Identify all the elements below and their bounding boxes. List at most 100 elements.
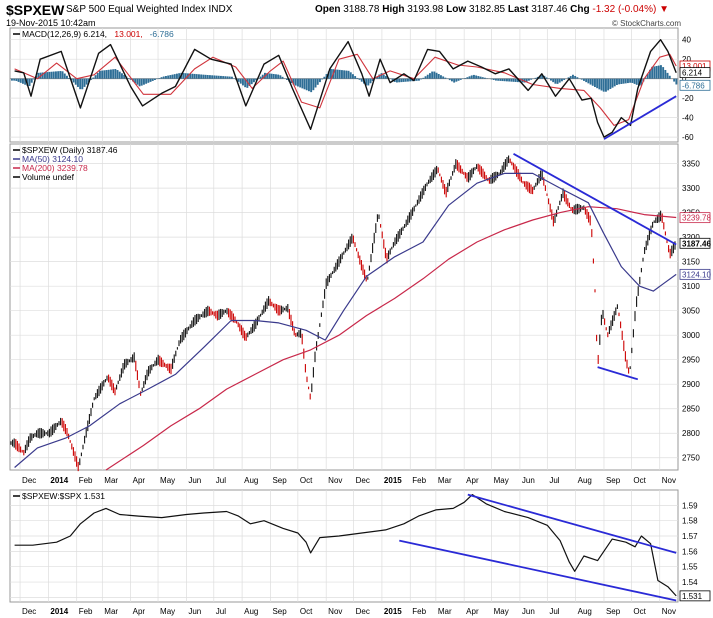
- price-legend-item-3: MA(200) 3239.78: [22, 163, 88, 173]
- macd-histogram-bar: [380, 73, 383, 79]
- macd-histogram-bar: [226, 76, 229, 79]
- macd-histogram-bar: [44, 72, 46, 79]
- macd-histogram-bar: [451, 78, 453, 82]
- macd-histogram-bar: [147, 78, 150, 83]
- macd-histogram-bar: [347, 70, 350, 79]
- macd-histogram-bar: [171, 74, 174, 79]
- macd-histogram-bar: [290, 78, 293, 84]
- macd-histogram-bar: [330, 68, 332, 79]
- symbol-title: $SPXEW: [6, 2, 65, 18]
- symbol-description: S&P 500 Equal Weighted Index INDX: [66, 4, 233, 15]
- macd-histogram-bar: [303, 78, 306, 90]
- macd-histogram-bar: [110, 69, 112, 79]
- macd-histogram-bar: [248, 78, 251, 86]
- macd-histogram-bar: [215, 75, 218, 79]
- macd-histogram-bar: [270, 73, 273, 79]
- macd-histogram-bar: [594, 78, 596, 87]
- macd-histogram-bar: [321, 78, 324, 80]
- price-value-tag-box: [679, 268, 711, 280]
- macd-histogram-bar: [550, 78, 552, 81]
- ratio-value-tag-box: [679, 590, 711, 602]
- macd-histogram-bar: [629, 78, 632, 83]
- macd-histogram-bar: [173, 74, 176, 79]
- macd-histogram-bar: [22, 78, 24, 84]
- ratio-y-tick-label: 1.56: [682, 547, 698, 556]
- macd-histogram-bar: [497, 78, 500, 81]
- macd-histogram-bar: [92, 77, 95, 79]
- macd-histogram-bar: [239, 78, 242, 84]
- macd-histogram-bar: [607, 78, 610, 91]
- macd-histogram-bar: [358, 78, 361, 80]
- ratio-value-tag-1: 1.531: [682, 592, 703, 601]
- macd-histogram-bar: [292, 78, 295, 85]
- x-axis-label-lower: Dec: [22, 607, 36, 616]
- x-axis-label-upper: Apr: [133, 476, 146, 485]
- macd-histogram-bar: [310, 78, 313, 93]
- ratio-y-tick-label: 1.54: [682, 578, 698, 587]
- macd-histogram-bar: [237, 78, 240, 82]
- macd-histogram-bar: [57, 71, 60, 79]
- macd-histogram-bar: [275, 74, 277, 79]
- price-y-tick-label: 2900: [682, 380, 700, 389]
- macd-histogram-bar: [624, 78, 627, 84]
- macd-histogram-bar: [666, 72, 669, 79]
- macd-histogram-bar: [433, 71, 436, 79]
- macd-histogram-bar: [184, 73, 187, 79]
- x-axis-label-upper: Nov: [328, 476, 342, 485]
- x-axis-label-upper: Aug: [578, 476, 592, 485]
- macd-value-tag-1: 13.001: [682, 62, 707, 71]
- macd-histogram-bar: [323, 76, 326, 79]
- macd-histogram-bar: [140, 78, 143, 86]
- macd-histogram-bar: [475, 75, 478, 79]
- x-axis-label-lower: Mar: [104, 607, 118, 616]
- x-axis-label-upper: Feb: [412, 476, 426, 485]
- price-value-tag-2: 3187.46: [682, 239, 711, 248]
- x-axis-label-upper: Mar: [438, 476, 452, 485]
- macd-histogram-bar: [246, 78, 249, 88]
- macd-y-tick-label: -40: [682, 114, 694, 123]
- macd-histogram-bar: [660, 65, 662, 79]
- high-value: 3193.98: [407, 4, 444, 15]
- x-axis-label-upper: Jul: [549, 476, 559, 485]
- macd-histogram-bar: [464, 78, 467, 79]
- macd-histogram-bar: [501, 78, 504, 82]
- chg-value: -1.32 (-0.04%): [592, 4, 657, 15]
- macd-histogram-bar: [319, 78, 321, 83]
- macd-histogram-bar: [112, 69, 115, 79]
- macd-histogram-bar: [638, 78, 640, 86]
- macd-histogram-bar: [11, 78, 13, 81]
- x-axis-label-lower: Jul: [216, 607, 226, 616]
- macd-histogram-bar: [499, 78, 502, 81]
- macd-histogram-bar: [609, 78, 612, 90]
- x-axis-label-lower: Sep: [272, 607, 287, 616]
- macd-histogram-bar: [457, 78, 460, 81]
- macd-histogram-bar: [506, 78, 508, 82]
- macd-histogram-bar: [281, 76, 284, 79]
- macd-histogram-bar: [261, 74, 264, 79]
- macd-histogram-bar: [121, 73, 123, 79]
- x-axis-label-upper: May: [160, 476, 175, 485]
- macd-histogram-bar: [198, 74, 200, 79]
- macd-histogram-bar: [268, 73, 271, 79]
- macd-histogram-bar: [13, 78, 16, 81]
- macd-histogram-bar: [514, 78, 517, 82]
- chart-datetime: 19-Nov-2015 10:42am: [6, 18, 96, 28]
- macd-histogram-bar: [242, 78, 244, 86]
- ratio-trendline-1: [399, 539, 677, 602]
- macd-histogram-bar: [231, 76, 233, 79]
- price-y-tick-label: 2950: [682, 356, 700, 365]
- macd-histogram-bar: [404, 78, 407, 82]
- x-axis-label-lower: 2015: [384, 607, 402, 616]
- macd-histogram-bar: [492, 78, 495, 80]
- macd-histogram-bar: [616, 78, 618, 85]
- open-label: Open: [314, 4, 341, 15]
- macd-histogram-bar: [591, 78, 594, 86]
- price-legend-item-2: MA(50) 3124.10: [22, 154, 83, 164]
- x-axis-label-upper: Oct: [633, 476, 646, 485]
- ratio-trendline-2: [467, 493, 677, 554]
- x-axis-label-lower: 2014: [50, 607, 68, 616]
- price-y-tick-label: 2800: [682, 429, 700, 438]
- macd-histogram-bar: [90, 78, 93, 80]
- ratio-panel-frame: [9, 489, 679, 603]
